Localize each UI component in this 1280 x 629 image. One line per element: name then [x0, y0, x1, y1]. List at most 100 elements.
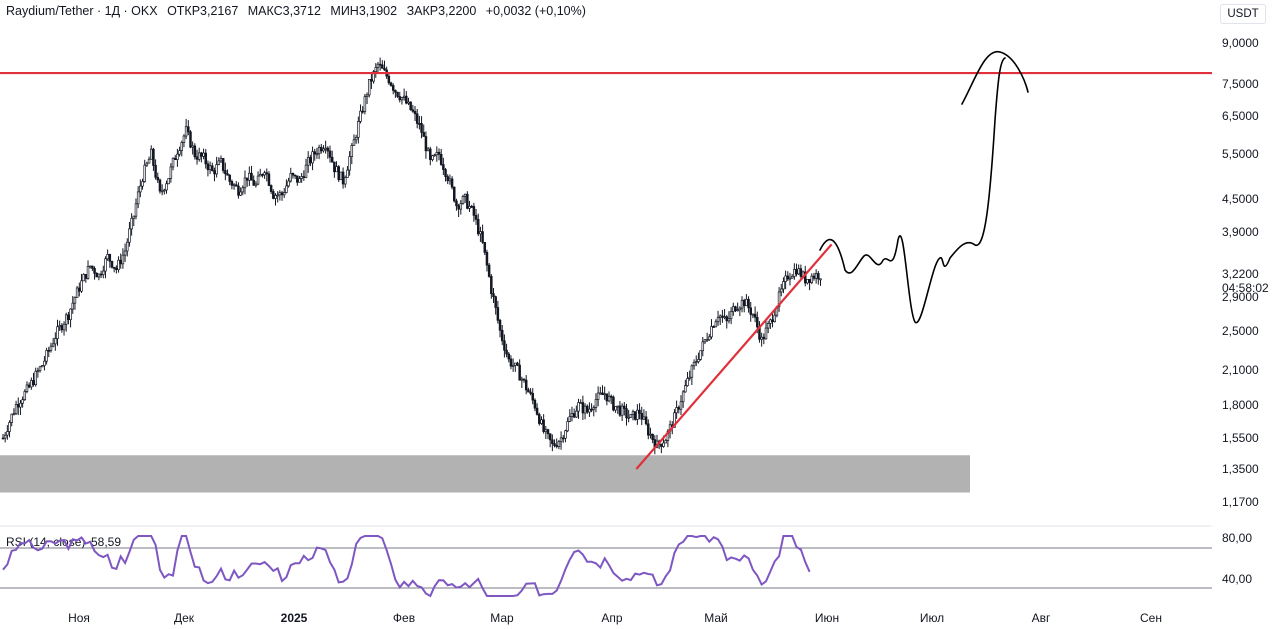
candle — [562, 434, 565, 443]
candle-body — [394, 90, 397, 93]
currency-button[interactable]: USDT — [1220, 4, 1266, 24]
trendline[interactable] — [635, 243, 833, 470]
candle-body — [542, 419, 545, 433]
candle — [241, 185, 245, 196]
candle-body — [367, 79, 371, 96]
candle-body — [498, 319, 502, 331]
candle-body — [651, 433, 654, 440]
candle-body — [675, 407, 678, 414]
candle — [361, 106, 364, 114]
candle-body — [14, 404, 18, 414]
candle-body — [313, 151, 316, 155]
candle — [141, 178, 144, 190]
candle — [376, 61, 380, 74]
candle — [745, 294, 748, 307]
candle — [71, 296, 75, 314]
candle — [444, 167, 447, 182]
candle — [306, 151, 310, 173]
symbol-label[interactable]: Raydium/Tether · 1Д · OKX — [6, 4, 158, 18]
candle-body — [439, 154, 443, 165]
candle-body — [245, 177, 249, 181]
candle-body — [483, 241, 487, 253]
candle-body — [126, 241, 129, 252]
candle — [585, 404, 589, 414]
candle — [548, 433, 552, 448]
candle — [235, 181, 238, 187]
candle-body — [93, 268, 96, 274]
candle-body — [492, 293, 495, 297]
candle-body — [235, 184, 238, 187]
candle-body — [121, 254, 125, 265]
candle-body — [420, 123, 423, 133]
candle — [435, 146, 439, 162]
candle-body — [187, 126, 190, 133]
candle-body — [736, 309, 739, 312]
price-tick-label: 9,0000 — [1222, 36, 1259, 50]
candle — [644, 410, 648, 426]
candle — [245, 177, 249, 187]
candle-body — [69, 308, 72, 321]
candle-body — [261, 174, 264, 176]
candle-body — [742, 299, 746, 307]
candle — [45, 347, 48, 365]
candle-body — [191, 145, 194, 148]
candle — [516, 361, 519, 367]
candle — [758, 321, 761, 343]
candle-body — [790, 276, 794, 279]
candle — [442, 157, 445, 176]
candle — [631, 409, 635, 421]
candle-body — [538, 414, 541, 424]
candle-body — [30, 380, 33, 388]
candle — [568, 409, 572, 423]
candle — [422, 124, 425, 137]
candle-body — [34, 370, 37, 386]
candle — [348, 151, 351, 176]
candle-body — [725, 316, 729, 322]
candle — [8, 420, 11, 438]
candle-body — [237, 185, 240, 196]
candle — [21, 396, 24, 408]
candle-body — [633, 411, 637, 420]
candle-body — [178, 150, 181, 155]
candle-body — [777, 291, 781, 308]
candle-body — [572, 413, 576, 418]
candle — [211, 162, 214, 172]
candle-body — [431, 155, 434, 160]
candle — [575, 405, 578, 418]
candle — [677, 405, 681, 414]
candle — [272, 189, 275, 200]
candle-body — [457, 205, 460, 210]
candle-body — [219, 158, 223, 162]
support-zone[interactable] — [0, 455, 970, 493]
forecast-arc[interactable] — [961, 51, 1029, 105]
candle — [509, 355, 513, 370]
forecast-drawing[interactable] — [819, 57, 1006, 324]
candle-body — [123, 250, 127, 256]
candle — [753, 306, 757, 323]
candle — [470, 204, 473, 208]
candle — [167, 178, 170, 185]
candle — [579, 399, 582, 404]
candle-body — [570, 413, 574, 417]
candle-body — [173, 157, 177, 160]
candle — [202, 148, 205, 160]
candle — [409, 101, 412, 111]
candle-body — [254, 183, 258, 186]
candle-body — [169, 166, 173, 179]
candle-body — [398, 96, 402, 101]
candle — [529, 388, 532, 396]
candle — [215, 156, 218, 178]
candle-body — [588, 408, 591, 413]
candle — [468, 200, 471, 212]
candle-body — [256, 175, 260, 185]
candle-body — [67, 314, 70, 321]
candle — [808, 279, 811, 291]
candle — [239, 187, 242, 197]
candle — [439, 148, 443, 166]
candle — [762, 333, 766, 345]
candle — [78, 282, 81, 297]
candle-body — [25, 384, 29, 392]
candle-body — [433, 154, 436, 157]
change-value: +0,0032 (+0,10%) — [485, 4, 586, 18]
